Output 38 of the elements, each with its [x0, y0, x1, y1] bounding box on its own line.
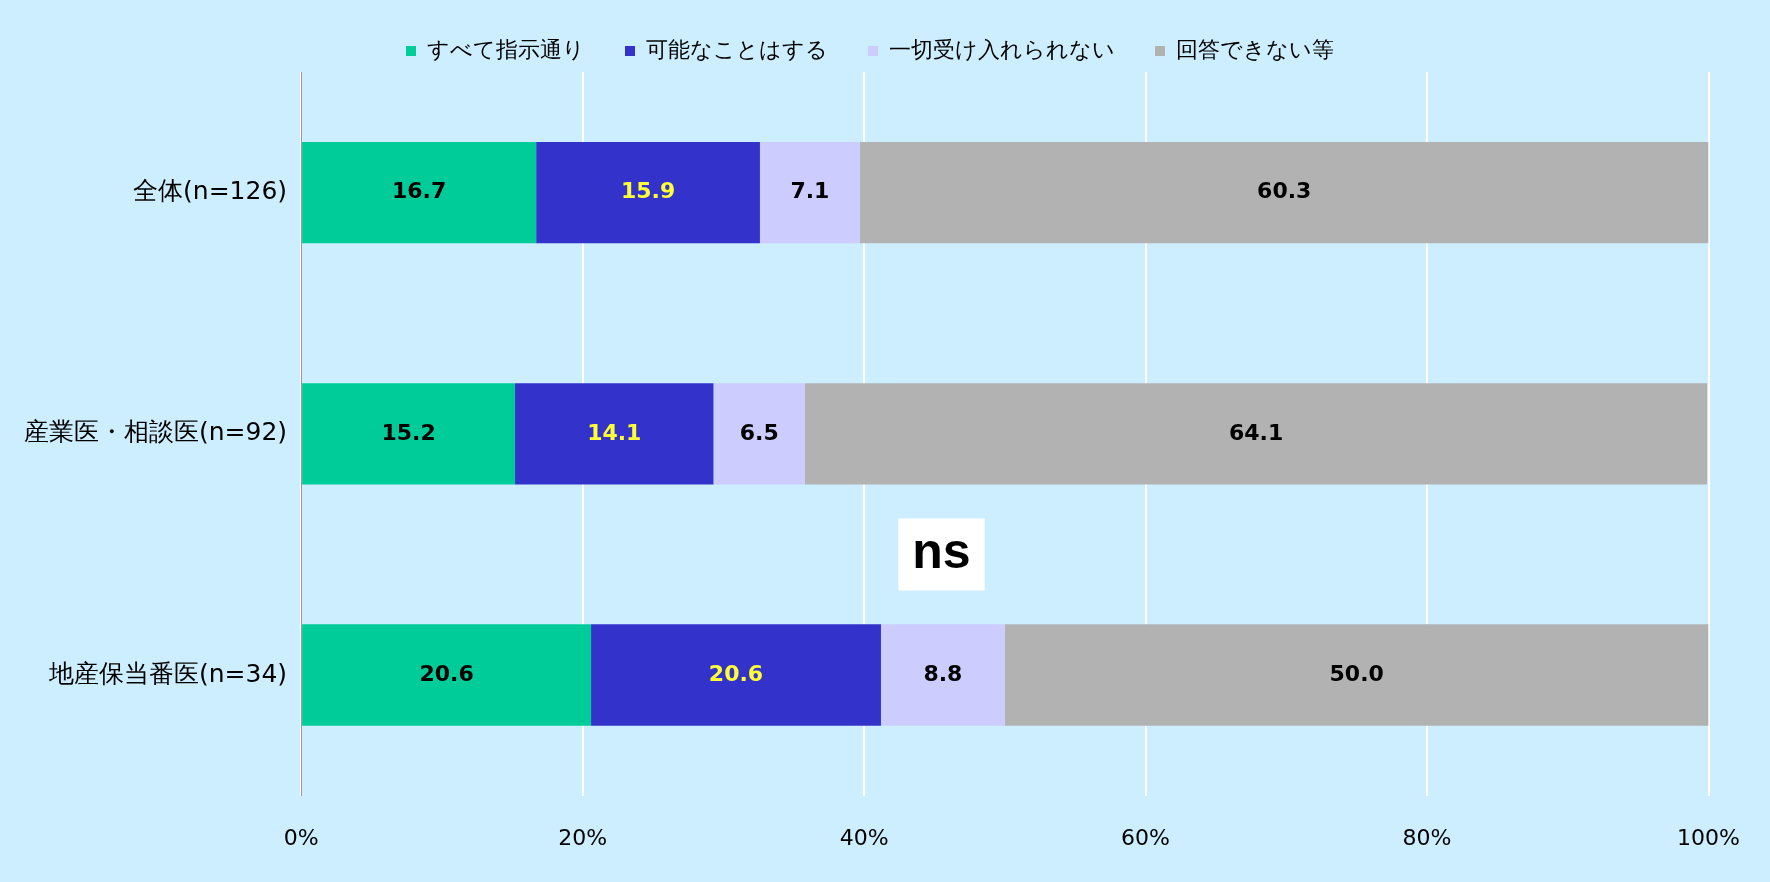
bar [515, 383, 714, 485]
bar [713, 383, 805, 485]
data-label: 60.3 [1257, 178, 1312, 204]
bar [859, 141, 1709, 244]
bar [536, 141, 760, 244]
y-tick-label: 全体(n=126) [133, 176, 288, 206]
bar [591, 624, 881, 726]
bar [804, 383, 1708, 485]
bar [759, 141, 860, 244]
data-label: 64.1 [1228, 419, 1284, 445]
bar [880, 624, 1005, 726]
data-label: 15.2 [381, 419, 436, 445]
bar [1004, 624, 1709, 726]
y-tick-label: 産業医・相談医(n=92) [23, 417, 288, 447]
data-label: 8.8 [923, 660, 963, 686]
bar [302, 383, 516, 485]
data-label: 6.5 [739, 419, 779, 445]
x-tick-label: 60% [1121, 824, 1171, 850]
legend-label: 回答できない等 [1176, 36, 1334, 62]
data-label: 14.1 [587, 419, 642, 445]
bar [302, 624, 592, 726]
x-tick-label: 40% [839, 824, 889, 850]
data-label: 7.1 [790, 178, 830, 204]
bar [302, 141, 537, 244]
data-label: 15.9 [620, 178, 676, 204]
y-tick-label: 地産保当番医(n=34) [47, 658, 288, 688]
x-tick-label: 100% [1677, 824, 1741, 850]
x-tick-label: 80% [1402, 824, 1452, 850]
data-label: 16.7 [391, 178, 447, 204]
legend-label: 可能なことはする [646, 36, 828, 62]
x-tick-label: 20% [558, 824, 608, 850]
annotation: ns [912, 523, 971, 580]
x-tick-label: 0% [283, 824, 319, 850]
data-label: 20.6 [419, 660, 474, 686]
legend-label: 一切受け入れられない [889, 36, 1115, 62]
data-label: 50.0 [1329, 660, 1384, 686]
legend-label: すべて指示通り [427, 36, 585, 62]
data-label: 20.6 [708, 660, 764, 686]
